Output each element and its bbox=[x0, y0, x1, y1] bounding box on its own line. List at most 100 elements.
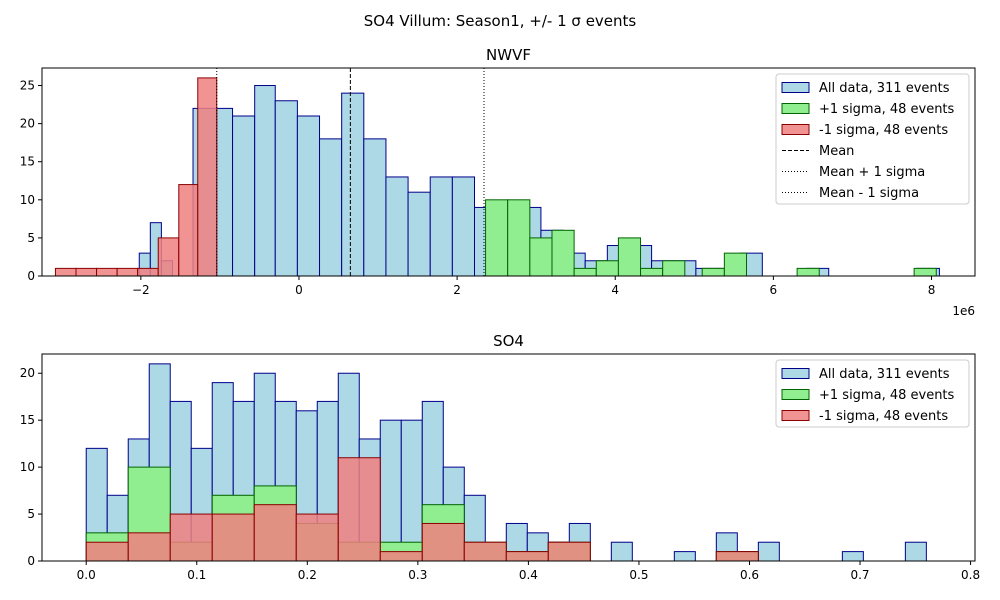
bar-minus-4 bbox=[137, 267, 159, 277]
y-tick-label: 25 bbox=[20, 79, 35, 93]
legend-box bbox=[775, 359, 970, 428]
bar-all-32 bbox=[757, 541, 780, 562]
bar-minus-8 bbox=[421, 522, 465, 562]
x-tick-label: 4 bbox=[611, 283, 619, 297]
bar-plus-8 bbox=[662, 260, 686, 277]
bar-minus-6 bbox=[178, 184, 199, 277]
bar-all-14 bbox=[379, 419, 402, 562]
x-tick-label: 0.2 bbox=[298, 568, 317, 582]
legend-swatch-minus bbox=[781, 410, 810, 421]
bar-minus-1 bbox=[75, 267, 98, 277]
figure-suptitle: SO4 Villum: Season1, +/- 1 σ events bbox=[364, 12, 637, 30]
x-tick-label: 0 bbox=[295, 283, 303, 297]
bar-all-14 bbox=[429, 176, 453, 277]
y-tick-label: 5 bbox=[27, 231, 35, 245]
bar-plus-6 bbox=[617, 237, 642, 277]
legend-label: All data, 311 events bbox=[819, 81, 950, 96]
bar-plus-9 bbox=[701, 267, 725, 277]
bar-all-6 bbox=[254, 85, 276, 277]
legend-swatch-all bbox=[781, 368, 810, 379]
bar-all-12 bbox=[385, 176, 409, 277]
bar-minus-2 bbox=[169, 513, 213, 562]
bar-all-15 bbox=[400, 419, 423, 562]
legend: All data, 311 events +1 sigma, 48 events -… bbox=[775, 73, 970, 205]
axes-frame bbox=[41, 67, 976, 277]
bar-all-5 bbox=[232, 115, 256, 277]
x-tick-label: 0.8 bbox=[961, 568, 980, 582]
bar-minus-7 bbox=[379, 551, 423, 562]
legend-label: +1 sigma, 48 events bbox=[819, 388, 955, 403]
bar-minus-1 bbox=[127, 532, 171, 562]
x-tick-label: 0.3 bbox=[408, 568, 427, 582]
legend: All data, 311 events +1 sigma, 48 events -… bbox=[775, 359, 970, 428]
y-tick-label: 0 bbox=[27, 269, 35, 283]
bar-minus-7 bbox=[197, 77, 218, 277]
bar-plus-11 bbox=[796, 267, 820, 277]
bar-minus-11 bbox=[547, 541, 591, 562]
bar-plus-12 bbox=[913, 267, 937, 277]
x-tick-label: 8 bbox=[928, 283, 936, 297]
x-tick-label: 0.4 bbox=[519, 568, 538, 582]
x-tick-label: 0.1 bbox=[187, 568, 206, 582]
bar-minus-12 bbox=[715, 551, 759, 562]
legend-swatch-plus bbox=[781, 389, 810, 400]
legend-swatch-minus bbox=[781, 124, 810, 135]
bar-all-7 bbox=[274, 100, 298, 277]
bar-minus-0 bbox=[85, 541, 129, 562]
x-tick-label: 0.5 bbox=[629, 568, 648, 582]
bar-plus-4 bbox=[573, 267, 597, 277]
bar-plus-2 bbox=[529, 237, 553, 277]
legend-label: All data, 311 events bbox=[819, 367, 950, 382]
x-tick-label: 6 bbox=[770, 283, 778, 297]
bar-all-39 bbox=[904, 541, 927, 562]
y-tick-label: 20 bbox=[20, 366, 35, 380]
legend-swatch-all bbox=[781, 82, 810, 93]
y-tick-label: 10 bbox=[20, 193, 35, 207]
y-tick-label: 15 bbox=[20, 413, 35, 427]
panel-title: SO4 bbox=[493, 332, 524, 350]
bar-all-13 bbox=[407, 191, 431, 277]
bar-minus-2 bbox=[96, 267, 118, 277]
legend-swatch-plus bbox=[781, 103, 810, 114]
so4-panel: 0.0 0.1 0.2 0.3 0.4 0.5 0.6 0.7 0.8 0 5 10 15 20 SO4 Al… bbox=[20, 332, 980, 582]
nwvf-panel: −2 0 2 4 6 8 0 5 10 15 20 25 1e6 NWVF All data, 311 ev… bbox=[20, 46, 976, 318]
bar-minus-0 bbox=[54, 267, 77, 277]
bar-all-25 bbox=[610, 541, 633, 562]
legend-label: -1 sigma, 48 events bbox=[819, 123, 948, 138]
x-offset-label: 1e6 bbox=[952, 304, 975, 318]
y-tick-label: 20 bbox=[20, 117, 35, 131]
bar-plus-0 bbox=[485, 199, 509, 277]
x-tick-label: −2 bbox=[132, 283, 150, 297]
legend-label: Mean - 1 sigma bbox=[819, 186, 919, 201]
bar-minus-4 bbox=[253, 504, 297, 562]
bar-minus-3 bbox=[116, 267, 139, 277]
bar-plus-7 bbox=[640, 267, 664, 277]
x-tick-label: 0.0 bbox=[77, 568, 96, 582]
y-tick-label: 5 bbox=[27, 507, 35, 521]
bar-all-8 bbox=[296, 115, 321, 277]
bar-all-15 bbox=[451, 176, 475, 277]
bar-plus-5 bbox=[595, 260, 619, 277]
bar-minus-3 bbox=[211, 513, 255, 562]
x-tick-label: 0.7 bbox=[850, 568, 869, 582]
bar-all-28 bbox=[673, 551, 696, 562]
panel-title: NWVF bbox=[486, 46, 531, 64]
axes-frame bbox=[41, 353, 976, 562]
bar-minus-5 bbox=[295, 513, 339, 562]
y-tick-label: 15 bbox=[20, 155, 35, 169]
bar-plus-10 bbox=[723, 252, 747, 277]
bar-all-4 bbox=[216, 107, 234, 277]
legend-label: -1 sigma, 48 events bbox=[819, 409, 948, 424]
bar-plus-1 bbox=[507, 199, 531, 277]
legend-label: +1 sigma, 48 events bbox=[819, 102, 955, 117]
bar-minus-10 bbox=[505, 551, 549, 562]
bar-all-11 bbox=[363, 138, 387, 277]
legend-label: Mean + 1 sigma bbox=[819, 165, 925, 180]
bar-plus-3 bbox=[551, 229, 575, 277]
bar-all-10 bbox=[341, 92, 365, 277]
legend-label: Mean bbox=[819, 144, 854, 159]
x-tick-label: 0.6 bbox=[740, 568, 759, 582]
bar-all-9 bbox=[319, 138, 343, 277]
legend-box bbox=[775, 73, 970, 205]
